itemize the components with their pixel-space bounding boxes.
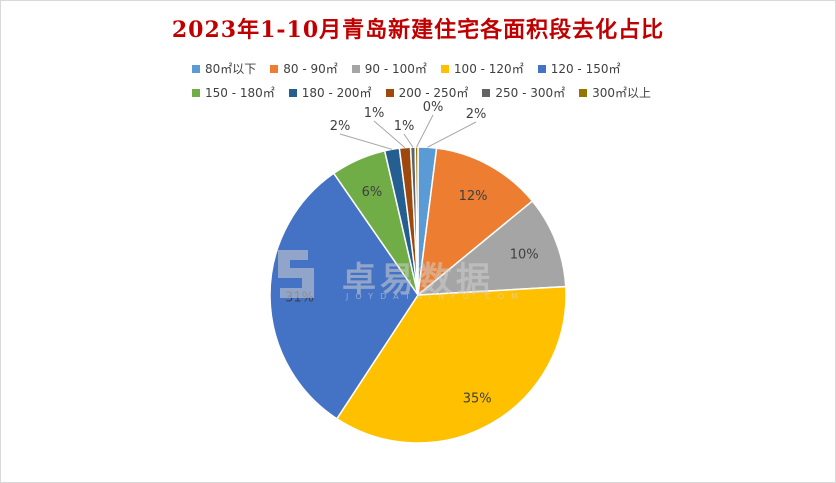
legend-item: 300㎡以上 — [579, 84, 651, 101]
legend-item: 200 - 250㎡ — [385, 84, 469, 101]
legend-swatch — [440, 64, 449, 73]
legend-label: 80㎡以下 — [205, 62, 257, 76]
slice-label: 10% — [510, 248, 539, 263]
legend-swatch — [192, 64, 200, 73]
legend-swatch — [385, 88, 394, 97]
legend-swatch — [482, 88, 491, 97]
legend-label: 120 - 150㎡ — [550, 62, 621, 76]
legend-item: 180 - 200㎡ — [288, 84, 372, 101]
slice-label: 1% — [394, 119, 415, 134]
slice-label: 31% — [285, 291, 314, 306]
legend-label: 250 - 300㎡ — [495, 86, 566, 100]
slice-label: 6% — [362, 185, 383, 200]
chart-title: 2023年1-10月青岛新建住宅各面积段去化占比 — [171, 17, 665, 43]
pie-slice — [415, 200, 567, 296]
legend-item: 80㎡以下 — [192, 60, 256, 77]
legend-swatch — [351, 64, 360, 73]
pie-slice — [269, 172, 419, 420]
legend-swatch — [579, 88, 588, 97]
leader-line — [403, 133, 414, 148]
legend-label: 100 - 120㎡ — [453, 62, 524, 76]
legend-item: 100 - 120㎡ — [440, 60, 524, 77]
slice-label: 1% — [364, 106, 385, 121]
slice-label: 35% — [463, 392, 492, 407]
legend-swatch — [192, 88, 200, 97]
leader-line — [416, 114, 434, 148]
legend-item: 80 - 90㎡ — [270, 60, 338, 77]
legend-label: 90 - 100㎡ — [364, 62, 427, 76]
legend-row: 80㎡以下 80 - 90㎡ 90 - 100㎡ 100 - 120㎡ 120 - 15… — [192, 60, 634, 77]
legend-label: 200 - 250㎡ — [398, 86, 469, 100]
pie-slice — [414, 146, 419, 296]
legend-swatch — [270, 64, 279, 73]
slice-label: 0% — [423, 100, 444, 115]
leader-line — [339, 133, 393, 150]
slice-label: 2% — [330, 119, 351, 134]
legend-label: 180 - 200㎡ — [301, 86, 372, 100]
legend-label: 150 - 180㎡ — [205, 86, 275, 100]
legend-label: 300㎡以上 — [592, 86, 652, 100]
pie-slice — [417, 147, 534, 297]
legend-item: 150 - 180㎡ — [192, 84, 275, 101]
leader-line — [373, 120, 406, 148]
legend-item: 250 - 300㎡ — [482, 84, 565, 101]
legend-item: 120 - 150㎡ — [537, 60, 621, 77]
slice-label: 2% — [466, 107, 487, 122]
leader-line — [427, 121, 477, 148]
legend-row: 150 - 180㎡ 180 - 200㎡ 200 - 250㎡ 250 - 300㎡… — [192, 84, 665, 101]
legend-swatch — [288, 88, 297, 97]
legend-label: 80 - 90㎡ — [283, 62, 338, 76]
legend-item: 90 - 100㎡ — [351, 60, 427, 77]
slice-label: 12% — [459, 189, 488, 204]
pie-slice — [335, 285, 567, 444]
legend-swatch — [537, 64, 546, 73]
